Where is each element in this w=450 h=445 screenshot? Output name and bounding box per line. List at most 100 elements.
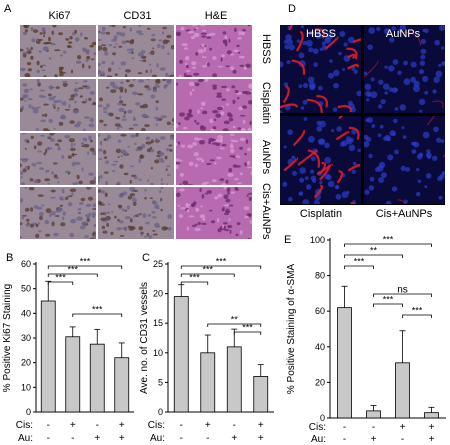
micrograph-tile bbox=[176, 187, 252, 239]
bar bbox=[65, 336, 81, 413]
cis-row-label: Cis: bbox=[148, 420, 165, 431]
au-sign: - bbox=[47, 433, 50, 444]
y-tick-label: 60 bbox=[315, 306, 325, 316]
micrograph-tile bbox=[176, 133, 252, 185]
y-tick-label: 80 bbox=[315, 271, 325, 281]
panel-a-letter: A bbox=[4, 3, 12, 15]
panel-letter: B bbox=[6, 252, 13, 264]
au-sign: - bbox=[180, 433, 183, 444]
row-label-aunps: AuNPs bbox=[260, 139, 272, 175]
significance-bracket bbox=[344, 243, 432, 247]
panel-a-row-labels: HBSS Cisplatin AuNPs Cis+AuNPs bbox=[256, 25, 276, 241]
panel-d-label-cis-aunps: Cis+AuNPs bbox=[375, 208, 433, 220]
y-axis-label: % Positive Ki67 Staining bbox=[2, 284, 13, 392]
y-tick-label: 25 bbox=[153, 259, 163, 269]
significance-label: *** bbox=[412, 306, 423, 316]
micrograph-tile bbox=[20, 25, 96, 77]
cis-sign: + bbox=[70, 420, 76, 431]
significance-bracket bbox=[207, 323, 262, 327]
au-sign: + bbox=[258, 433, 264, 444]
bar bbox=[253, 376, 269, 413]
cis-sign: + bbox=[400, 422, 406, 433]
col-header-ki67: Ki67 bbox=[48, 10, 71, 22]
fluorescence-tile bbox=[364, 25, 445, 113]
significance-label: *** bbox=[383, 235, 394, 245]
y-tick-label: 5 bbox=[158, 377, 163, 387]
significance-label: *** bbox=[80, 257, 91, 267]
col-header-he: H&E bbox=[204, 10, 228, 22]
bar bbox=[40, 300, 56, 413]
y-tick-label: 20 bbox=[21, 358, 31, 368]
bar bbox=[395, 362, 410, 419]
cis-row-label: Cis: bbox=[309, 422, 326, 433]
y-axis-label: Ave. no. of CD31 vessels bbox=[139, 282, 150, 394]
cis-sign: - bbox=[47, 420, 50, 431]
panel-letter: E bbox=[284, 234, 291, 246]
micrograph-tile bbox=[176, 25, 252, 77]
significance-label: *** bbox=[383, 295, 394, 305]
au-row-label: Au: bbox=[18, 433, 33, 444]
y-tick-label: 50 bbox=[21, 284, 31, 294]
panel-d-letter: D bbox=[288, 3, 296, 15]
significance-bracket bbox=[47, 273, 98, 277]
micrograph-tile bbox=[20, 187, 96, 239]
fluorescence-tile bbox=[364, 116, 445, 204]
au-sign: + bbox=[94, 433, 100, 444]
au-sign: - bbox=[206, 433, 209, 444]
y-axis-label: % Positive Staining of α-SMA bbox=[286, 264, 297, 395]
au-sign: + bbox=[119, 433, 125, 444]
panel-d-label-hbss: HBSS bbox=[306, 28, 336, 40]
significance-label: ns bbox=[397, 285, 408, 296]
micrograph-tile bbox=[98, 79, 174, 131]
row-label-hbss: HBSS bbox=[260, 34, 272, 64]
bar bbox=[424, 412, 439, 419]
y-tick-label: 10 bbox=[153, 348, 163, 358]
y-tick-label: 20 bbox=[153, 289, 163, 299]
significance-bracket bbox=[180, 273, 235, 277]
y-tick-label: 0 bbox=[320, 413, 325, 423]
panel-d-label-cisplatin: Cisplatin bbox=[299, 208, 343, 220]
cis-sign: - bbox=[96, 420, 99, 431]
significance-label: *** bbox=[55, 273, 66, 283]
micrograph-tile bbox=[98, 25, 174, 77]
y-tick-label: 30 bbox=[21, 333, 31, 343]
bar bbox=[114, 357, 130, 413]
bar bbox=[89, 343, 105, 413]
significance-bracket bbox=[344, 265, 374, 269]
significance-bracket bbox=[402, 314, 432, 318]
y-tick-label: 40 bbox=[315, 342, 325, 352]
significance-bracket bbox=[47, 265, 123, 269]
micrograph-tile bbox=[20, 79, 96, 131]
fluorescence-tile bbox=[280, 25, 361, 113]
au-sign: + bbox=[429, 434, 435, 445]
significance-label: *** bbox=[92, 305, 103, 315]
significance-label: *** bbox=[354, 257, 365, 267]
au-sign: - bbox=[343, 434, 346, 445]
au-sign: - bbox=[401, 434, 404, 445]
au-sign: + bbox=[371, 434, 377, 445]
bar bbox=[173, 296, 189, 413]
cis-sign: + bbox=[119, 420, 125, 431]
y-tick-label: 10 bbox=[21, 382, 31, 392]
significance-label: *** bbox=[202, 265, 213, 275]
cis-row-label: Cis: bbox=[16, 420, 33, 431]
panel-d-fluorescence-grid bbox=[280, 25, 445, 205]
significance-bracket bbox=[373, 293, 432, 297]
bar bbox=[200, 352, 216, 413]
chart-b-ki67: B 0 10 20 30 40 50 60 % Positive Ki67 Staining **… bbox=[2, 252, 134, 444]
micrograph-tile bbox=[98, 133, 174, 185]
col-header-cd31: CD31 bbox=[123, 10, 152, 22]
chart-e-asma: E 0 20 40 60 80 100 % Positive Staining of α-SM… bbox=[284, 234, 446, 445]
row-label-cisplatin: Cisplatin bbox=[260, 81, 272, 125]
row-label-cis-aunps: Cis+AuNPs bbox=[260, 183, 272, 240]
panel-letter: C bbox=[142, 252, 150, 264]
cis-sign: + bbox=[258, 420, 264, 431]
significance-bracket bbox=[373, 303, 403, 307]
y-tick-label: 20 bbox=[315, 377, 325, 387]
significance-label: *** bbox=[67, 265, 78, 275]
panel-a-micrograph-grid bbox=[20, 25, 256, 241]
au-row-label: Au: bbox=[150, 433, 165, 444]
significance-label: *** bbox=[242, 323, 253, 333]
significance-label: *** bbox=[216, 257, 227, 267]
